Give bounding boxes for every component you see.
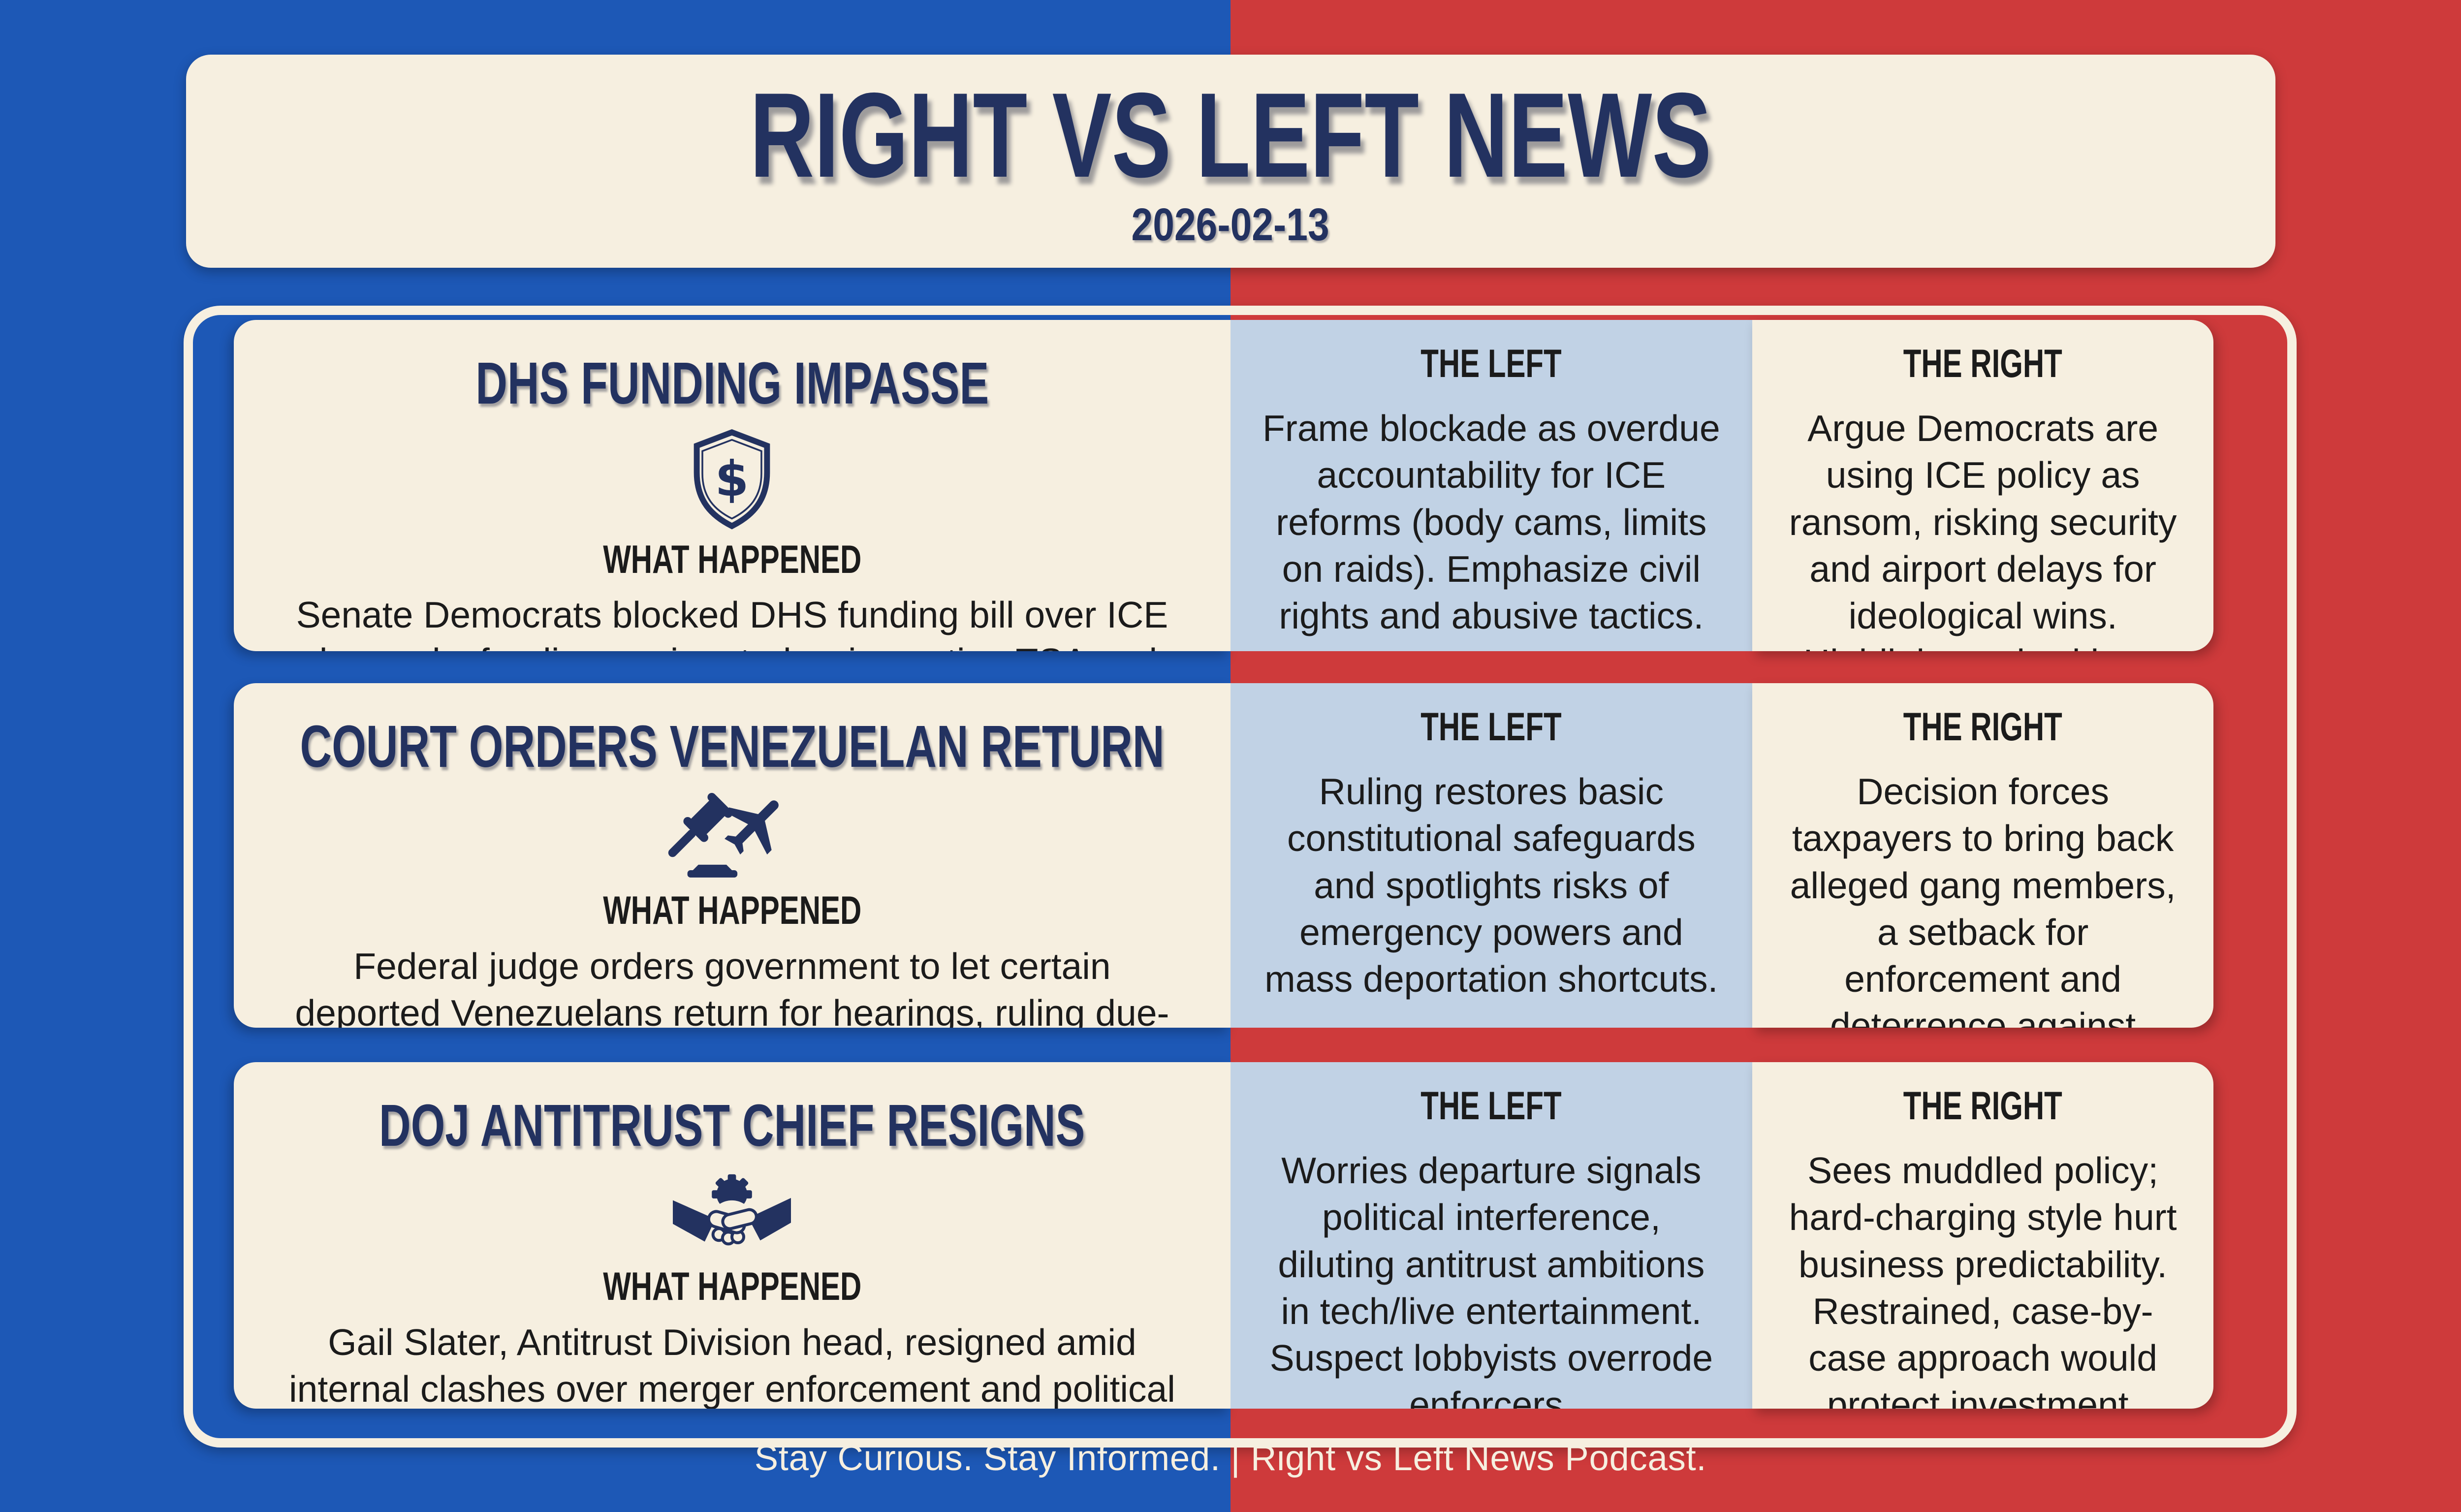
page-title: RIGHT VS LEFT NEWS	[749, 67, 1712, 203]
left-view-cell: THE LEFT Ruling restores basic constitut…	[1230, 683, 1752, 1028]
board-outline	[183, 305, 2297, 1448]
what-happened-label: WHAT HAPPENED	[602, 537, 861, 582]
left-view-cell: THE LEFT Worries departure signals polit…	[1230, 1062, 1752, 1409]
left-view-text: Frame blockade as overdue accountability…	[1262, 408, 1720, 637]
what-happened-label: WHAT HAPPENED	[602, 888, 861, 933]
left-view-text: Ruling restores basic constitutional saf…	[1264, 771, 1718, 1000]
story-panel: DOJ ANTITRUST CHIEF RESIGNS	[234, 1062, 1230, 1409]
what-happened-text: Federal judge orders government to let c…	[295, 945, 1169, 1028]
story-title: DHS FUNDING IMPASSE	[475, 349, 989, 416]
right-column-heading: THE RIGHT	[1903, 705, 2063, 750]
page-date: 2026-02-13	[1131, 198, 1330, 250]
left-view-cell: THE LEFT Frame blockade as overdue accou…	[1230, 320, 1752, 651]
right-view-cell: THE RIGHT Argue Democrats are using ICE …	[1752, 320, 2214, 651]
svg-text:$: $	[715, 451, 749, 508]
story-row: DOJ ANTITRUST CHIEF RESIGNS	[234, 1062, 2214, 1409]
left-column-heading: THE LEFT	[1420, 1084, 1562, 1129]
shield-dollar-icon: $	[690, 425, 774, 534]
left-view-text: Worries departure signals political inte…	[1269, 1150, 1713, 1409]
right-column-heading: THE RIGHT	[1903, 1084, 2063, 1129]
right-view-cell: THE RIGHT Sees muddled policy; hard-char…	[1752, 1062, 2214, 1409]
story-panel: COURT ORDERS VENEZUELAN RETURN WHAT HAPP…	[234, 683, 1230, 1028]
left-column-heading: THE LEFT	[1420, 705, 1562, 750]
left-column-heading: THE LEFT	[1420, 342, 1562, 386]
handshake-gear-icon	[673, 1167, 791, 1260]
story-row: DHS FUNDING IMPASSE $ WHAT HAPPENED Sena…	[234, 320, 2214, 651]
story-row: COURT ORDERS VENEZUELAN RETURN WHAT HAPP…	[234, 683, 2214, 1028]
what-happened-text: Gail Slater, Antitrust Division head, re…	[289, 1321, 1175, 1409]
story-panel: DHS FUNDING IMPASSE $ WHAT HAPPENED Sena…	[234, 320, 1230, 651]
footer-tagline: Stay Curious. Stay Informed. | Right vs …	[754, 1438, 1707, 1479]
right-view-cell: THE RIGHT Decision forces taxpayers to b…	[1752, 683, 2214, 1028]
story-title: DOJ ANTITRUST CHIEF RESIGNS	[379, 1091, 1085, 1159]
right-view-text: Sees muddled policy; hard-charging style…	[1789, 1150, 2177, 1409]
story-title: COURT ORDERS VENEZUELAN RETURN	[300, 712, 1165, 780]
gavel-plane-icon	[668, 788, 796, 885]
what-happened-text: Senate Democrats blocked DHS funding bil…	[296, 594, 1168, 651]
right-view-text: Decision forces taxpayers to bring back …	[1790, 771, 2176, 1028]
right-column-heading: THE RIGHT	[1903, 342, 2063, 386]
what-happened-label: WHAT HAPPENED	[602, 1264, 861, 1309]
right-view-text: Argue Democrats are using ICE policy as …	[1789, 408, 2177, 651]
header-banner: RIGHT VS LEFT NEWS 2026-02-13	[186, 54, 2275, 268]
